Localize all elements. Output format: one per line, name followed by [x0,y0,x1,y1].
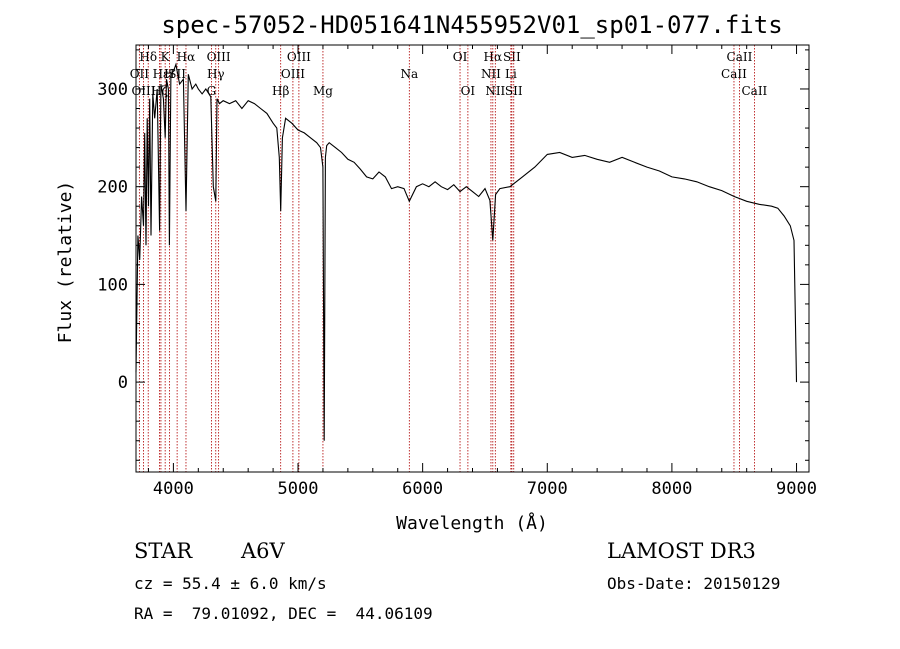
x-tick-label: 5000 [278,479,319,499]
spectral-line-label: K [161,50,171,64]
spectral-line-label: Hα [177,50,196,64]
spectral-line-label: CaII [721,67,747,81]
x-tick-label: 7000 [527,479,568,499]
subclass: A6V [241,539,285,563]
spectral-line-label: Na [400,67,418,81]
spectral-line-label: OIII [287,50,311,64]
spectral-line-label: OI [461,84,476,98]
plot-frame [135,44,810,473]
spectral-line-label: Hζ [151,84,168,98]
spectral-line-label: OIII [207,50,231,64]
spectrum-series-line [135,62,798,441]
spectral-line-label: Li [505,67,517,81]
y-tick-label: 0 [118,373,128,393]
spectral-line-label: Hβ [272,84,289,98]
axis-ticks: 4000 5000 6000 7000 8000 9000 0 100 200 300 [97,45,817,499]
spectral-line-label: H [164,67,174,81]
spectral-line-label: Hδ [139,50,157,64]
redshift-cz: cz = 55.4 ± 6.0 km/s [134,574,327,593]
spectral-line-label: Hγ [207,67,225,81]
spectral-lines-layer: Hδ OII OIII K HεH SII Hζ Hα OIII Hγ G Hβ OIII OIII Mg N… [130,45,768,472]
spectral-line-label: OII [130,67,150,81]
spectral-line-label: CaII [741,84,767,98]
spectral-line-label: OIII [281,67,305,81]
spectral-line-label: Mg [313,84,333,98]
spectral-line-label: SII [505,84,523,98]
spectral-line-label: Hα [484,50,503,64]
spectral-line-label: SII [503,50,521,64]
x-tick-label: 8000 [651,479,692,499]
x-tick-label: 6000 [402,479,443,499]
y-tick-label: 200 [97,178,128,198]
spectral-line-label: Hε [153,67,170,81]
spectral-line-label: OI [453,50,468,64]
y-tick-label: 300 [97,80,128,100]
spectral-line-label: OIII [131,84,155,98]
object-class: STAR [134,539,193,563]
spectral-line-label: G [207,84,217,98]
observation-date: Obs-Date: 20150129 [607,574,781,593]
chart-title: spec-57052-HD051641N455952V01_sp01-077.f… [161,11,782,39]
spectral-line-label: NII [481,67,501,81]
survey-name: LAMOST DR3 [607,539,756,563]
x-axis-label: Wavelength (Å) [396,512,548,534]
spectral-line-label: NII [485,84,505,98]
x-tick-label: 9000 [776,479,817,499]
x-tick-label: 4000 [153,479,194,499]
coordinates: RA = 79.01092, DEC = 44.06109 [134,604,433,623]
spectral-line-label: CaII [727,50,753,64]
y-axis-label: Flux (relative) [55,181,76,344]
y-tick-label: 100 [97,275,128,295]
